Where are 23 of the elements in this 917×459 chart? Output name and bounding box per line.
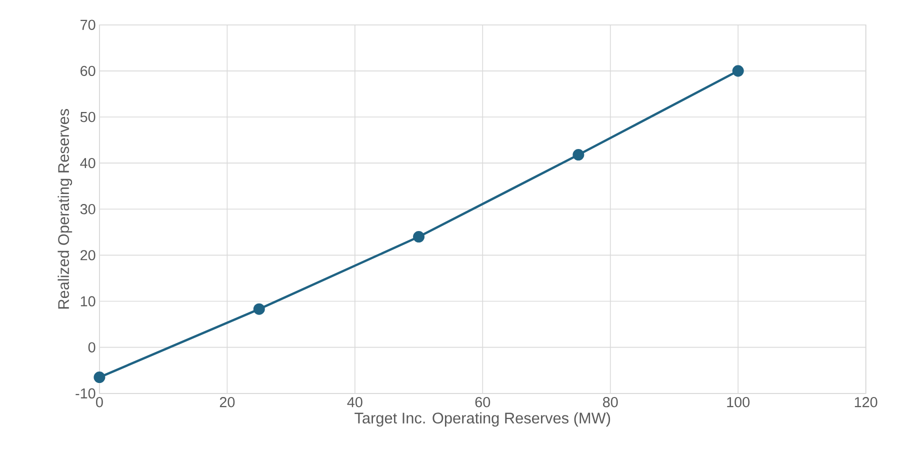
x-tick-label: 40 bbox=[347, 396, 362, 408]
x-tick-label: 0 bbox=[96, 396, 103, 408]
point bbox=[94, 371, 106, 383]
x-tick-label: 100 bbox=[727, 396, 750, 408]
x-tick-label: 120 bbox=[854, 396, 878, 408]
y-tick-label: 10 bbox=[80, 296, 96, 306]
x-axis-title: Target Inc. Operating Reserves (MW) bbox=[354, 412, 610, 426]
y-tick-label: 40 bbox=[80, 158, 96, 168]
y-tick-label: 20 bbox=[80, 250, 96, 260]
y-tick-label: 50 bbox=[80, 112, 96, 122]
point bbox=[253, 303, 265, 315]
y-tick-label: 70 bbox=[80, 20, 96, 30]
x-tick-label: 60 bbox=[475, 396, 490, 408]
y-axis-title: Realized Operating Reserves bbox=[58, 108, 72, 308]
point bbox=[572, 148, 584, 160]
y-tick-label: 30 bbox=[80, 204, 96, 214]
point bbox=[732, 65, 744, 77]
y-tick-label: 0 bbox=[88, 342, 96, 352]
x-tick-label: 20 bbox=[220, 396, 235, 408]
point bbox=[413, 230, 425, 242]
y-tick-label: 60 bbox=[80, 66, 96, 76]
x-tick-label: 80 bbox=[602, 396, 618, 408]
y-tick-label: -10 bbox=[76, 388, 96, 398]
